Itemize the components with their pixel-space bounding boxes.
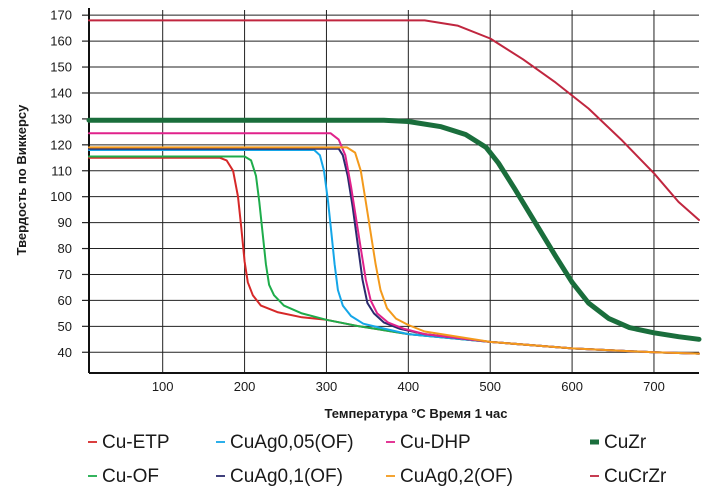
y-tick-label-170: 170 xyxy=(50,8,72,23)
x-tick-label-600: 600 xyxy=(561,379,583,394)
y-tick-label-60: 60 xyxy=(58,293,72,308)
x-tick-label-500: 500 xyxy=(479,379,501,394)
y-tick-label-50: 50 xyxy=(58,319,72,334)
legend-label-cu-etp: Cu-ETP xyxy=(102,432,170,453)
legend-label-cu-dhp: Cu-DHP xyxy=(400,432,471,453)
legend-label-cucrzr: CuCrZr xyxy=(604,466,667,487)
legend: Cu-ETP CuAg0,05(OF) Cu-DHP CuZr Cu-OF CuAg0,1… xyxy=(88,432,667,487)
x-tick-label-300: 300 xyxy=(316,379,338,394)
legend-label-cuag0-2-of: CuAg0,2(OF) xyxy=(400,466,513,487)
x-tick-label-400: 400 xyxy=(397,379,419,394)
legend-label-cuag0-05-of: CuAg0,05(OF) xyxy=(230,432,354,453)
series-group xyxy=(86,19,702,355)
y-tick-label-120: 120 xyxy=(50,137,72,152)
series-line-cuzr xyxy=(86,117,702,342)
legend-label-cu-of: Cu-OF xyxy=(102,466,159,487)
x-tick-label-700: 700 xyxy=(643,379,665,394)
tick-labels: 40 50 60 70 80 90 100 110 120 130 140 150 160 170 100 2… xyxy=(50,8,665,394)
y-tick-label-90: 90 xyxy=(58,215,72,230)
grid xyxy=(89,10,699,373)
y-tick-label-150: 150 xyxy=(50,60,72,75)
y-tick-label-140: 140 xyxy=(50,85,72,100)
y-tick-label-70: 70 xyxy=(58,267,72,282)
y-tick-label-110: 110 xyxy=(51,163,72,178)
y-tick-label-160: 160 xyxy=(50,34,72,49)
series-line-cucrzr xyxy=(88,19,700,221)
y-tick-label-40: 40 xyxy=(58,345,72,360)
series-line-cuag0-2-of xyxy=(88,146,700,355)
axes xyxy=(82,8,699,374)
y-tick-label-100: 100 xyxy=(50,189,72,204)
x-tick-label-100: 100 xyxy=(152,379,174,394)
y-tick-label-80: 80 xyxy=(58,241,72,256)
legend-label-cuzr: CuZr xyxy=(604,432,647,453)
y-tick-label-130: 130 xyxy=(50,111,72,126)
x-axis-title: Температура °C Время 1 час xyxy=(324,406,507,421)
y-axis-title: Твердость по Виккерсу xyxy=(14,104,29,256)
legend-label-cuag0-1-of: CuAg0,1(OF) xyxy=(230,466,343,487)
x-tick-label-200: 200 xyxy=(234,379,256,394)
